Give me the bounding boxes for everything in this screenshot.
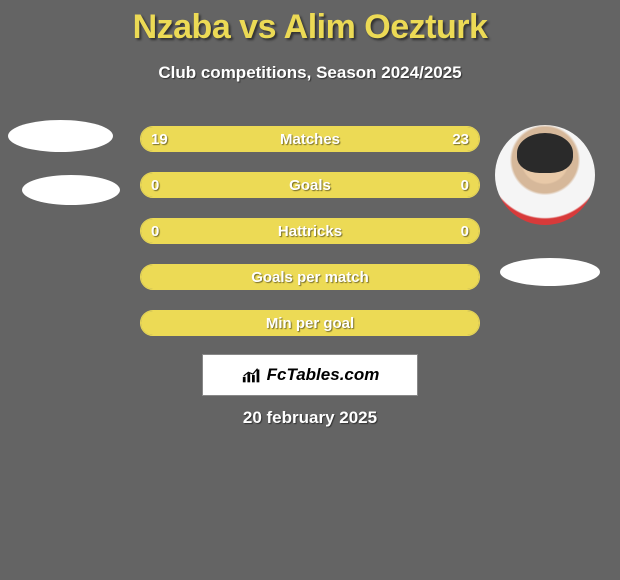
decoration-ellipse: [22, 175, 120, 205]
stat-bar-matches: 19 Matches 23: [140, 126, 480, 152]
stat-left-value: 0: [151, 219, 159, 244]
stat-right-value: 0: [461, 219, 469, 244]
player-avatar-right: [495, 125, 595, 225]
page-subtitle: Club competitions, Season 2024/2025: [0, 63, 620, 83]
comparison-infographic: Nzaba vs Alim Oezturk Club competitions,…: [0, 0, 620, 580]
stat-label: Min per goal: [141, 311, 479, 336]
fctables-logo[interactable]: FcTables.com: [202, 354, 418, 396]
stat-label: Goals per match: [141, 265, 479, 290]
stat-bar-mpg: Min per goal: [140, 310, 480, 336]
stat-right-value: 23: [452, 127, 469, 152]
bar-chart-icon: [241, 367, 263, 383]
stat-right-value: 0: [461, 173, 469, 198]
date-stamp: 20 february 2025: [0, 408, 620, 428]
logo-text: FcTables.com: [267, 365, 380, 385]
stat-bars: 19 Matches 23 0 Goals 0 0 Hattricks 0 Go…: [140, 126, 480, 356]
stat-bar-gpm: Goals per match: [140, 264, 480, 290]
stat-bar-goals: 0 Goals 0: [140, 172, 480, 198]
stat-label: Hattricks: [141, 219, 479, 244]
decoration-ellipse: [500, 258, 600, 286]
decoration-ellipse: [8, 120, 113, 152]
stat-left-value: 0: [151, 173, 159, 198]
stat-left-value: 19: [151, 127, 168, 152]
stat-label: Matches: [141, 127, 479, 152]
stat-label: Goals: [141, 173, 479, 198]
stat-bar-hattricks: 0 Hattricks 0: [140, 218, 480, 244]
page-title: Nzaba vs Alim Oezturk: [0, 0, 620, 47]
